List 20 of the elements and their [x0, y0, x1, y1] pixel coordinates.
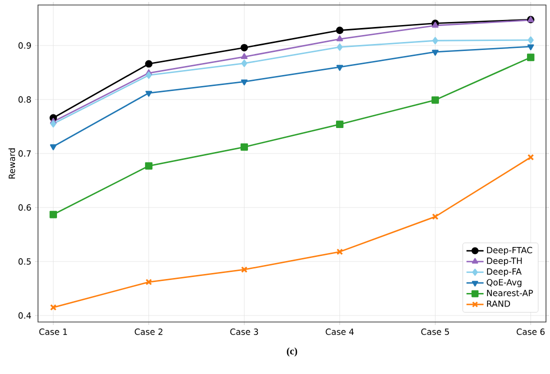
legend-label: QoE-Avg — [486, 279, 522, 288]
text: (c) — [286, 347, 298, 357]
legend-label: Deep-TH — [487, 258, 522, 266]
y-tick-label: 0.5 — [18, 258, 31, 265]
legend-label: Deep-FA — [487, 268, 522, 276]
x-tick-label: Case 5 — [421, 328, 449, 335]
x-tick-label: Case 2 — [134, 328, 162, 335]
y-tick-label: 0.4 — [18, 312, 31, 319]
x-tick-label: Case 1 — [39, 328, 67, 335]
x-tick-label: Case 4 — [326, 328, 354, 335]
y-tick-label: 0.7 — [18, 150, 31, 157]
y-axis-title: Reward — [8, 148, 16, 178]
legend-label: Deep-FTAC — [487, 246, 532, 255]
y-tick-label: 0.9 — [18, 42, 31, 49]
x-tick-label: Case 6 — [516, 328, 545, 335]
y-tick-label: 0.6 — [18, 204, 31, 211]
legend-label: RAND — [487, 300, 510, 307]
legend-label: Nearest-AP — [487, 290, 533, 296]
x-tick-label: Case 3 — [230, 328, 258, 335]
y-tick-label: 0.8 — [18, 96, 31, 103]
